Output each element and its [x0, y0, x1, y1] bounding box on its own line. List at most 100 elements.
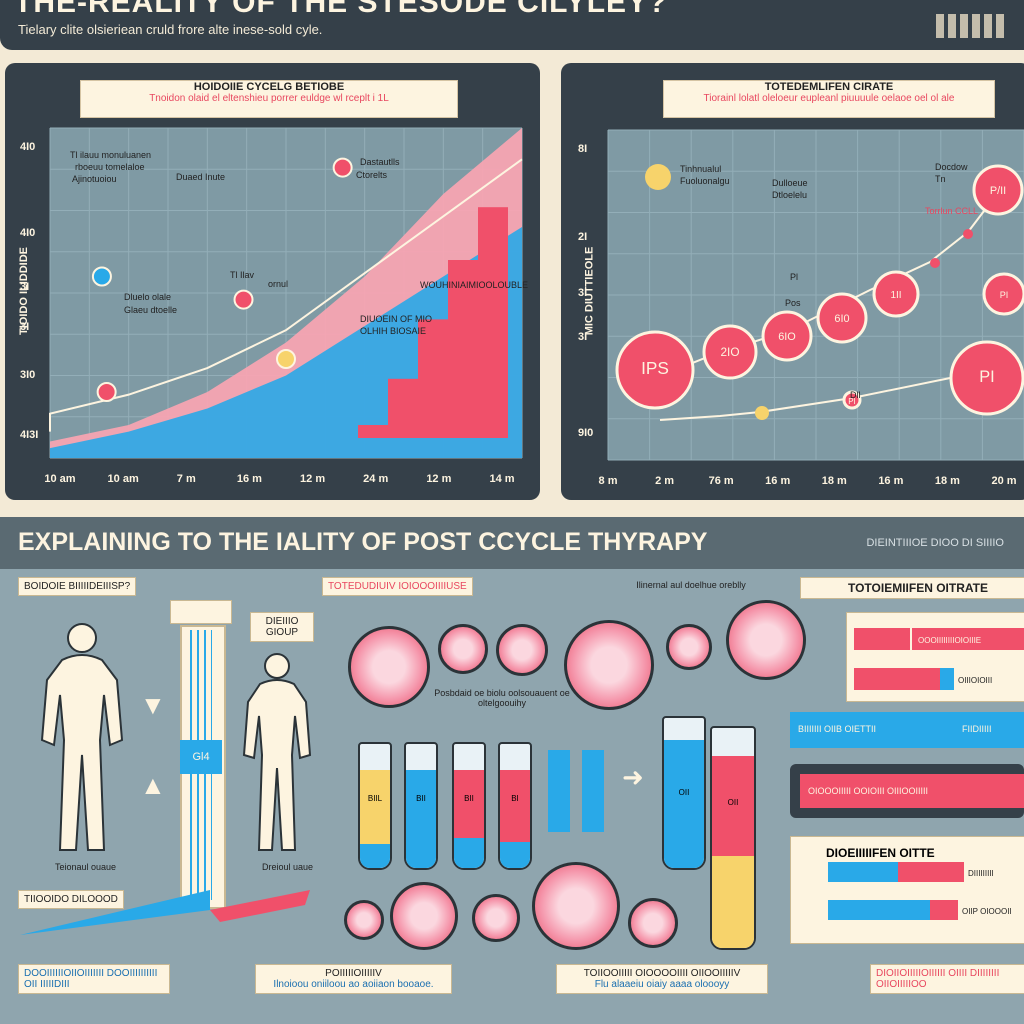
x-tick-label: 24 m — [363, 473, 388, 485]
annotation-label: Glaeu dtoelle — [124, 305, 177, 315]
scatter-point — [702, 324, 758, 380]
annotation-label: Tinhnualul — [680, 164, 721, 174]
annotation-label: Pos — [785, 298, 801, 308]
footer-box-3: TOIIOOIIIII OIOOOOIIII OIIOOIIIIIV Flu a… — [556, 964, 768, 994]
marker-dot — [332, 157, 353, 178]
bar-mark — [418, 319, 448, 438]
point-label: 6I0 — [834, 313, 849, 325]
scatter-point — [872, 270, 920, 318]
cell-3 — [496, 624, 548, 676]
floor-label: TIIOOIDO DILOOOD — [18, 890, 124, 909]
cell-9 — [472, 894, 520, 942]
chart-right-subtitle: Tiorainl lolatl oleloeur eupleanl piuuuu… — [703, 93, 955, 104]
annotation-label: Dluelo olale — [124, 292, 171, 302]
tube-4: BI — [498, 742, 532, 870]
x-tick-label: 16 m — [765, 475, 790, 487]
footer-box-2-title: POIIIIIOIIIIIV — [325, 968, 382, 979]
chart-left-subtitle: Tnoidon olaid el eltenshieu porrer euldg… — [149, 93, 389, 104]
right-bars2-box — [790, 836, 1024, 944]
annotation-label: Ajinotuoiou — [72, 174, 117, 184]
left-label-box: BOIDOIE BIIIIIDEIIISP? — [18, 577, 137, 596]
blue-banner-label2: FIIDIIIII — [962, 724, 992, 734]
big-tube-1: OII — [662, 716, 706, 870]
gauge-cap — [170, 600, 232, 624]
point-label: 6IO — [778, 331, 796, 343]
figure-right — [242, 653, 312, 851]
bar-pink-1b — [912, 628, 1024, 650]
figure-right-caption: Dreioul uaue — [262, 862, 314, 872]
blue-banner — [790, 712, 1024, 748]
scatter-point — [761, 310, 813, 362]
y-tick-label: 2I — [578, 231, 587, 243]
up-arrow-icon: ▲ — [140, 770, 166, 800]
x-tick-label: 76 m — [709, 475, 734, 487]
footer-box-4: DIOIIOIIIIIOIIIIII OIIII DIIIIIIII OIIOI… — [870, 964, 1024, 994]
y-tick-label: 8I — [578, 143, 587, 155]
cells-top-caption: Ilinernal aul doelhue oreblly — [636, 580, 746, 590]
annotation-label: Pl — [790, 272, 798, 282]
bar-pink-2 — [854, 668, 940, 690]
y-tick-label: 4I3I — [20, 429, 38, 441]
point-label: 2IO — [720, 345, 739, 359]
x-tick-label: 8 m — [599, 475, 618, 487]
bar-pink-1 — [854, 628, 910, 650]
big-tube-2: OII — [710, 726, 756, 950]
down-arrow-icon: ▼ — [140, 690, 166, 720]
annotation-label: Tl ilauu monuluanen — [70, 150, 151, 160]
cell-4 — [564, 620, 654, 710]
x-tick-label: 7 m — [177, 473, 196, 485]
scatter-point — [816, 292, 868, 344]
y-tick-label: 3I — [20, 281, 29, 293]
header-bar — [0, 0, 1024, 50]
annotation-label: Dll — [850, 390, 861, 400]
bars-bottom-svg: DIIIIIIIII OIIP OIOOOII — [828, 862, 1012, 920]
y-tick-label: 3I — [578, 287, 587, 299]
cell-7 — [344, 900, 384, 940]
cells-header: TOTEDUDIUIV IOIOOOIIIIUSE — [322, 577, 473, 596]
cell-6 — [726, 600, 806, 680]
cell-1 — [348, 626, 430, 708]
blue-banner-label: BIIIIIII OIIB OIETTII — [798, 724, 877, 734]
annotation-label: ornul — [268, 279, 288, 289]
bar-mark — [448, 260, 478, 438]
chart-right-titlebox: TOTEDEMLIFEN CIRATE Tiorainl lolatl olel… — [663, 80, 995, 118]
x-tick-label: 18 m — [822, 475, 847, 487]
decorative-dots — [936, 14, 1006, 38]
annotation-label: Dtloelelu — [772, 190, 807, 200]
floor-swoosh — [20, 890, 310, 935]
x-tick-label: 10 am — [44, 473, 75, 485]
bar-label: OIIP OIOOOII — [962, 907, 1012, 916]
tube-1-label: BIIL — [367, 794, 383, 803]
bottom-title: EXPLAINING TO THE IALITY OF POST CCYCLE … — [18, 528, 708, 556]
tube-2-label: BII — [416, 794, 426, 803]
bar-mark — [358, 425, 388, 438]
small-point — [930, 258, 940, 268]
x-tick-label: 12 m — [426, 473, 451, 485]
annotation-label: Docdow — [935, 162, 968, 172]
bottom-header — [0, 517, 1024, 569]
bar-label: OOOIIIIIIIIOIOIIIE — [918, 636, 981, 645]
annotation-label: Torrlun CCLL — [925, 206, 978, 216]
bar-mark — [478, 207, 508, 438]
y-tick-label: 3I — [20, 321, 29, 333]
gauge-value: Gl4 — [180, 740, 222, 774]
tube-4-label: BI — [511, 794, 519, 803]
scatter-point — [615, 330, 695, 410]
cell-10 — [532, 862, 620, 950]
y-tick-label: 9I0 — [578, 427, 593, 439]
scatter-point — [949, 340, 1024, 416]
cell-5 — [666, 624, 712, 670]
x-tick-label: 18 m — [935, 475, 960, 487]
bar-pink-3 — [898, 862, 964, 882]
footer-box-2-text: Ilnoioou oniiloou ao aoiiaon booaoe. — [273, 979, 434, 990]
bar-blue-3 — [828, 862, 898, 882]
cell-11 — [628, 898, 678, 948]
bar-label: DIIIIIIIII — [968, 869, 994, 878]
marker-dot — [276, 349, 296, 369]
x-tick-label: 16 m — [878, 475, 903, 487]
chart-right-ylabel: MIC DIUTTIEOLE — [583, 246, 596, 336]
group-label: DIEIIIO GIOUP — [250, 612, 314, 642]
x-tick-label: 12 m — [300, 473, 325, 485]
chart-left-title: HOIDOIIE CYCELG BETIOBE — [193, 81, 345, 93]
big-tube-1-label: OII — [678, 788, 690, 797]
